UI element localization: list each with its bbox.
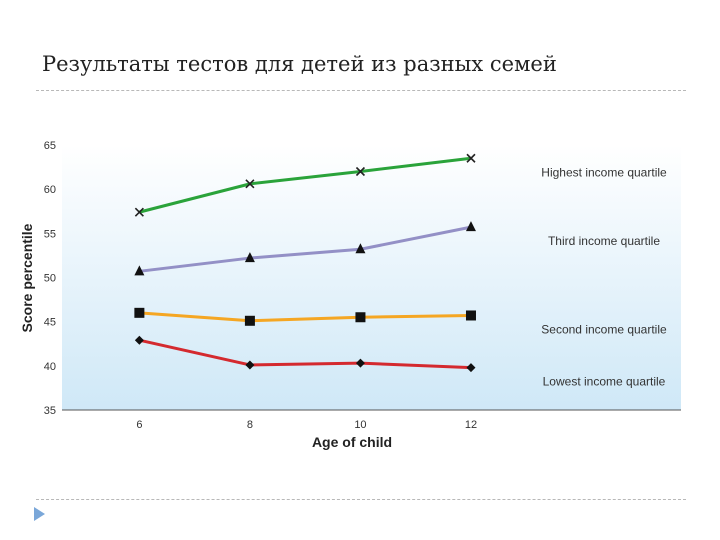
plot-area: [62, 145, 681, 410]
series-label-lowest-income-quartile: Lowest income quartile: [543, 375, 666, 389]
data-point-square: [244, 315, 255, 326]
data-point-diamond: [466, 363, 476, 373]
footer-divider: [36, 499, 686, 500]
y-tick-label: 60: [44, 184, 56, 196]
series-label-second-income-quartile: Second income quartile: [541, 322, 667, 336]
series-label-third-income-quartile: Third income quartile: [548, 234, 660, 248]
data-point-x: [355, 166, 366, 177]
data-point-diamond: [245, 360, 255, 370]
y-tick-label: 40: [44, 361, 56, 373]
y-tick-label: 35: [44, 405, 56, 417]
data-point-triangle: [465, 221, 476, 232]
series-line-lowest-income-quartile: [139, 338, 472, 370]
data-point-square: [134, 307, 145, 318]
x-tick-label: 8: [247, 419, 253, 431]
x-axis-title: Age of child: [312, 434, 392, 450]
data-point-triangle: [244, 252, 255, 263]
x-tick-label: 10: [354, 419, 366, 431]
series-label-highest-income-quartile: Highest income quartile: [541, 165, 667, 179]
data-point-triangle: [355, 243, 366, 254]
data-point-x: [134, 207, 144, 217]
y-tick-label: 45: [44, 317, 56, 329]
bullet-arrow-icon: [34, 507, 45, 521]
data-point-triangle: [134, 265, 145, 276]
title-divider: [36, 90, 686, 91]
data-point-square: [465, 310, 476, 321]
x-tick-label: 12: [465, 419, 477, 431]
y-tick-label: 65: [44, 140, 56, 152]
data-point-diamond: [355, 358, 365, 368]
series-line-second-income-quartile: [139, 311, 472, 323]
y-axis-title: Score percentile: [19, 223, 35, 332]
series-line-highest-income-quartile: [139, 156, 472, 214]
data-point-x: [245, 179, 255, 189]
x-tick-label: 6: [136, 419, 142, 431]
series-line-third-income-quartile: [139, 225, 472, 273]
data-point-diamond: [134, 335, 144, 345]
y-tick-label: 55: [44, 228, 56, 240]
y-tick-label: 50: [44, 273, 56, 285]
data-point-x: [466, 153, 476, 163]
slide-title: Результаты тестов для детей из разных се…: [42, 52, 557, 76]
data-point-square: [355, 312, 366, 323]
